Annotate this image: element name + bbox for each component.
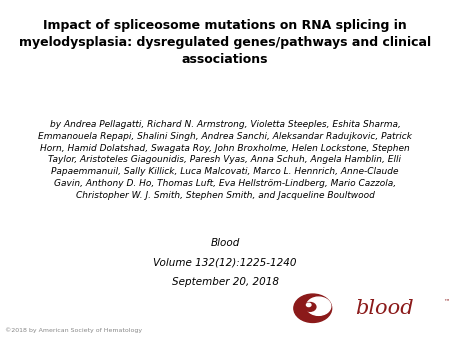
Circle shape: [306, 303, 311, 307]
Circle shape: [294, 294, 332, 322]
Text: blood: blood: [356, 299, 414, 318]
Text: ™: ™: [443, 300, 450, 305]
Text: September 20, 2018: September 20, 2018: [171, 277, 279, 287]
Circle shape: [304, 303, 316, 311]
Text: Volume 132(12):1225-1240: Volume 132(12):1225-1240: [153, 258, 297, 268]
Text: Blood: Blood: [210, 238, 240, 248]
Text: Impact of spliceosome mutations on RNA splicing in
myelodysplasia: dysregulated : Impact of spliceosome mutations on RNA s…: [19, 19, 431, 66]
Circle shape: [306, 297, 331, 315]
Text: by Andrea Pellagatti, Richard N. Armstrong, Violetta Steeples, Eshita Sharma,
Em: by Andrea Pellagatti, Richard N. Armstro…: [38, 120, 412, 200]
Text: ©2018 by American Society of Hematology: ©2018 by American Society of Hematology: [5, 327, 143, 333]
